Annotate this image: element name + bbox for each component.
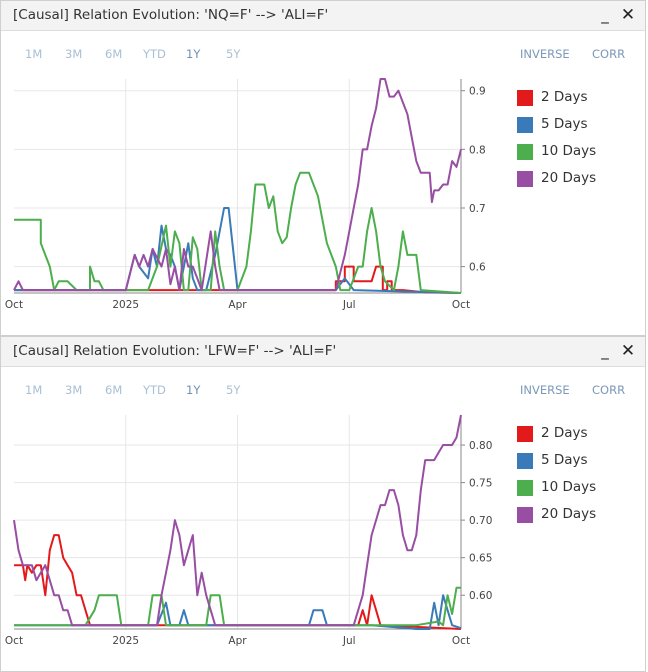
y-tick-label: 0.9 — [469, 86, 486, 98]
legend-item-10-days[interactable]: 10 Days — [517, 479, 637, 497]
y-tick-label: 0.8 — [469, 144, 486, 156]
series-line-20-days — [13, 414, 462, 627]
minimize-icon[interactable]: _ — [601, 342, 609, 360]
inverse-button[interactable]: INVERSE — [520, 47, 570, 61]
close-icon[interactable]: ✕ — [620, 5, 636, 25]
legend-label: 2 Days — [541, 89, 588, 105]
legend-swatch — [517, 426, 533, 442]
range-1y-button[interactable]: 1Y — [186, 47, 201, 61]
legend-item-2-days[interactable]: 2 Days — [517, 89, 637, 107]
chart-plot: Oct 2025 Apr Jul Oct 0.80 0.75 0.70 0.65 0.60 — [5, 414, 492, 647]
range-3m-button[interactable]: 3M — [65, 47, 83, 61]
range-6m-button[interactable]: 6M — [105, 47, 123, 61]
panel-titlebar: [Causal] Relation Evolution: 'LFW=F' -->… — [1, 337, 645, 367]
y-tick-label: 0.7 — [469, 203, 486, 215]
range-6m-button[interactable]: 6M — [105, 383, 123, 397]
legend-item-5-days[interactable]: 5 Days — [517, 452, 637, 470]
legend-swatch — [517, 117, 533, 133]
range-5y-button[interactable]: 5Y — [226, 383, 241, 397]
legend-swatch — [517, 453, 533, 469]
y-tick-label: 0.60 — [469, 590, 492, 602]
legend-swatch — [517, 507, 533, 523]
series-line-2-days — [14, 534, 462, 630]
x-tick-label: Oct — [5, 635, 23, 647]
y-tick-label: 0.65 — [469, 553, 492, 565]
x-tick-label: Jul — [342, 299, 356, 311]
series-line-20-days — [13, 78, 462, 292]
range-1m-button[interactable]: 1M — [25, 47, 43, 61]
legend-item-2-days[interactable]: 2 Days — [517, 425, 637, 443]
corr-button[interactable]: CORR — [592, 383, 626, 397]
x-tick-label: Oct — [5, 299, 23, 311]
x-tick-label: 2025 — [112, 635, 139, 647]
x-tick-label: Apr — [228, 299, 247, 311]
legend-label: 2 Days — [541, 425, 588, 441]
legend-item-20-days[interactable]: 20 Days — [517, 170, 637, 188]
range-1m-button[interactable]: 1M — [25, 383, 43, 397]
y-tick-label: 0.75 — [469, 478, 492, 490]
legend-item-10-days[interactable]: 10 Days — [517, 143, 637, 161]
chart-panel-nq: [Causal] Relation Evolution: 'NQ=F' --> … — [0, 0, 646, 336]
y-tick-label: 0.80 — [469, 440, 492, 452]
chart-plot: Oct 2025 Apr Jul Oct 0.9 0.8 0.7 0.6 — [5, 78, 486, 311]
x-tick-label: Oct — [452, 299, 470, 311]
series-line-10-days — [14, 171, 462, 294]
legend-label: 5 Days — [541, 116, 588, 132]
legend-label: 20 Days — [541, 170, 597, 186]
range-ytd-button[interactable]: YTD — [143, 47, 166, 61]
x-tick-label: Apr — [228, 635, 247, 647]
y-tick-label: 0.6 — [469, 262, 486, 274]
y-tick-label: 0.70 — [469, 515, 492, 527]
legend-swatch — [517, 90, 533, 106]
x-tick-label: 2025 — [112, 299, 139, 311]
range-5y-button[interactable]: 5Y — [226, 47, 241, 61]
legend-label: 20 Days — [541, 506, 597, 522]
legend-label: 5 Days — [541, 452, 588, 468]
panel-titlebar: [Causal] Relation Evolution: 'NQ=F' --> … — [1, 1, 645, 31]
x-tick-label: Oct — [452, 635, 470, 647]
minimize-icon[interactable]: _ — [601, 6, 609, 24]
range-1y-button[interactable]: 1Y — [186, 383, 201, 397]
x-tick-label: Jul — [342, 635, 356, 647]
inverse-button[interactable]: INVERSE — [520, 383, 570, 397]
legend-item-20-days[interactable]: 20 Days — [517, 506, 637, 524]
chart-panel-lfw: [Causal] Relation Evolution: 'LFW=F' -->… — [0, 336, 646, 672]
range-ytd-button[interactable]: YTD — [143, 383, 166, 397]
close-icon[interactable]: ✕ — [620, 341, 636, 361]
series-line-10-days — [14, 586, 461, 627]
chart-title: [Causal] Relation Evolution: 'LFW=F' -->… — [13, 343, 337, 359]
corr-button[interactable]: CORR — [592, 47, 626, 61]
legend-label: 10 Days — [541, 143, 597, 159]
legend-swatch — [517, 171, 533, 187]
legend-item-5-days[interactable]: 5 Days — [517, 116, 637, 134]
legend-swatch — [517, 480, 533, 496]
legend-swatch — [517, 144, 533, 160]
legend-label: 10 Days — [541, 479, 597, 495]
series-line-2-days — [14, 265, 462, 294]
range-3m-button[interactable]: 3M — [65, 383, 83, 397]
chart-title: [Causal] Relation Evolution: 'NQ=F' --> … — [13, 7, 329, 23]
